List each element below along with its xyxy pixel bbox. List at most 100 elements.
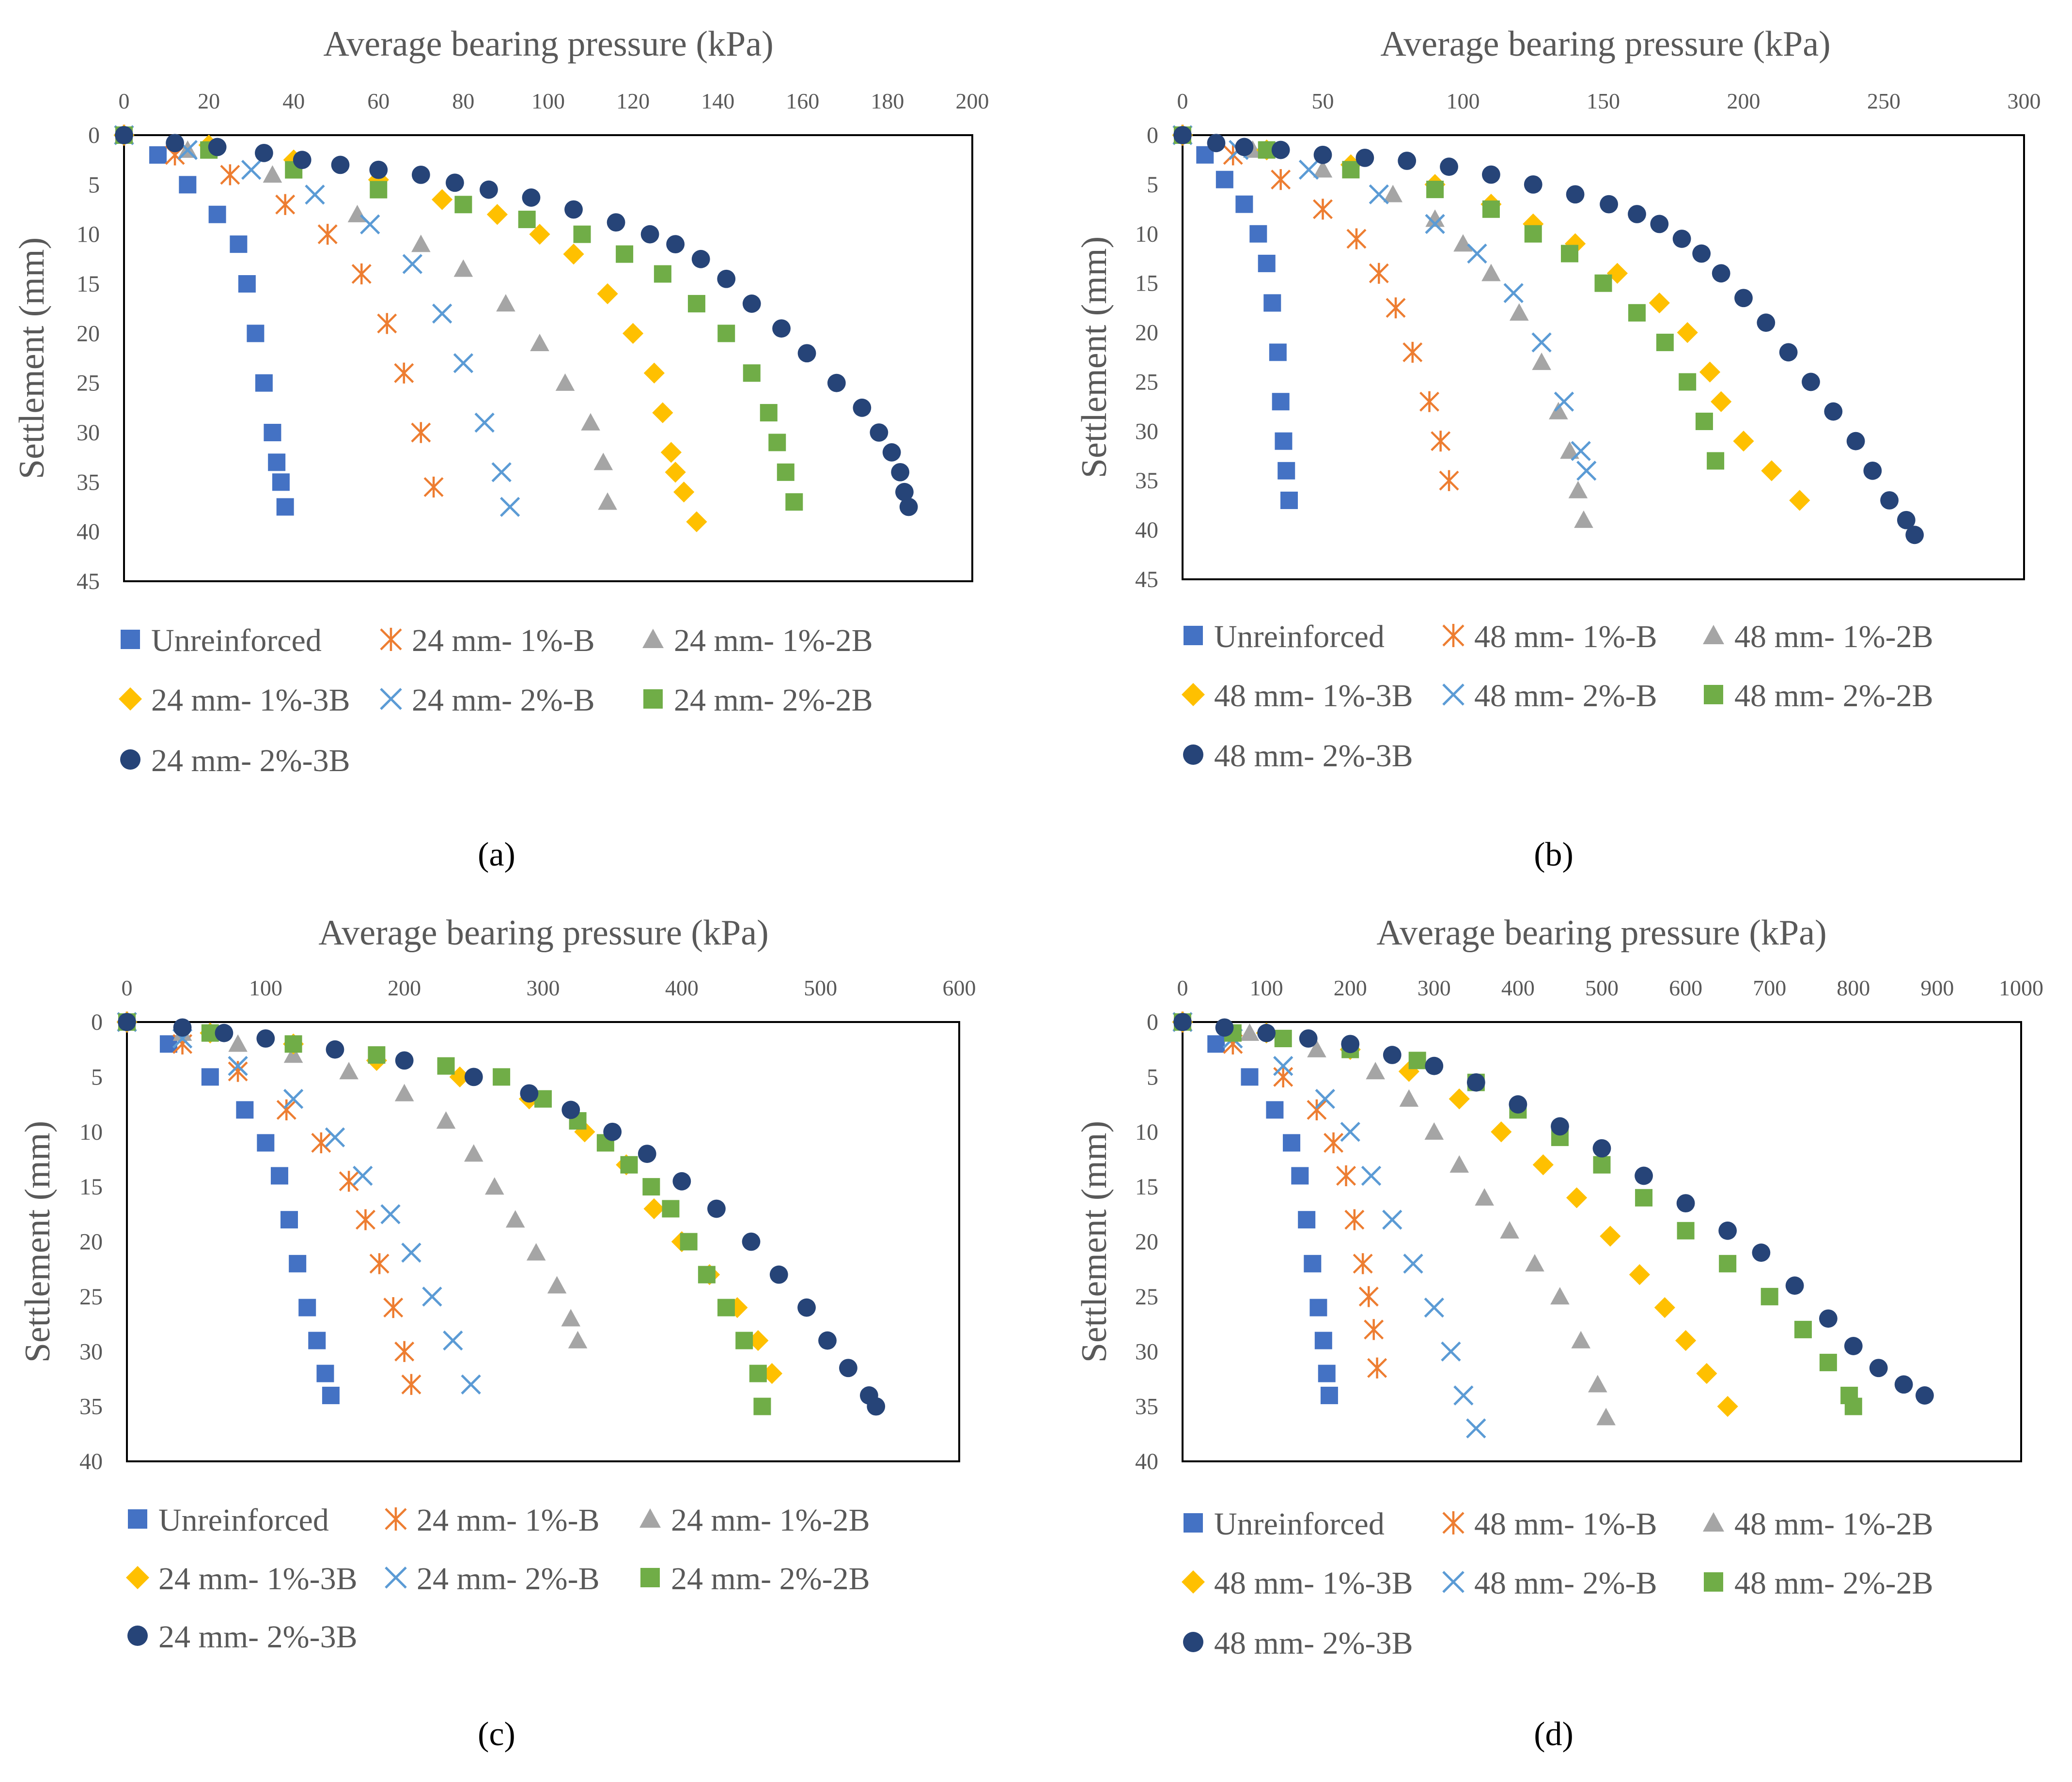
data-point [1258, 254, 1276, 272]
data-point [480, 180, 498, 199]
data-point [1819, 1309, 1838, 1328]
x-tick-label: 0 [119, 89, 130, 113]
data-point [672, 1172, 691, 1191]
data-point [486, 204, 508, 225]
legend-marker [1182, 1570, 1205, 1594]
chart-panel-3: Average bearing pressure (kPa)0 100 200 300… [18, 913, 976, 1753]
legend-label: Unreinforced [1214, 619, 1385, 654]
data-point [401, 1242, 421, 1263]
data-point [166, 134, 184, 153]
data-point [520, 1084, 539, 1103]
data-point [1711, 391, 1732, 412]
data-point [1524, 175, 1542, 194]
panel-label: (c) [478, 1716, 515, 1753]
data-point [411, 165, 430, 184]
data-point [1760, 1287, 1778, 1305]
data-point [743, 364, 761, 382]
data-point [1600, 195, 1618, 214]
legend-marker [1704, 1572, 1723, 1592]
y-tick-label: 20 [1135, 1229, 1158, 1255]
data-point [394, 362, 414, 384]
series-1 [1174, 126, 1298, 509]
data-point [322, 1386, 340, 1404]
data-point [1699, 361, 1721, 383]
data-point [623, 323, 644, 344]
data-point [1291, 1167, 1309, 1185]
data-point [1672, 230, 1691, 248]
x-tick-label: 500 [804, 976, 837, 1000]
data-point [228, 1056, 248, 1076]
data-point [1571, 1331, 1591, 1348]
data-point [1271, 140, 1290, 159]
plot-area [123, 134, 973, 582]
data-point [394, 1341, 415, 1362]
legend-marker [1442, 1511, 1464, 1534]
data-point [1235, 195, 1253, 213]
data-point [1482, 200, 1500, 218]
data-point [1215, 1018, 1234, 1037]
data-point [1318, 1364, 1336, 1382]
y-tick-label: 5 [88, 172, 100, 198]
data-point [643, 1198, 665, 1220]
data-point [691, 249, 710, 268]
legend-marker [1442, 1571, 1464, 1593]
data-point [1324, 1132, 1344, 1154]
legend-marker [127, 1626, 148, 1646]
data-point [1503, 283, 1524, 303]
data-point [1274, 1030, 1292, 1048]
data-point [1695, 412, 1713, 430]
data-point [593, 452, 613, 470]
legend-label: 24 mm- 1%-B [417, 1503, 600, 1538]
x-tick-label: 150 [1587, 89, 1620, 113]
data-point [1481, 263, 1501, 281]
x-tick-label: 0 [1177, 976, 1188, 1000]
data-point [1568, 480, 1588, 498]
series-2 [1172, 124, 1459, 491]
data-point [289, 1255, 307, 1272]
x-tick-label: 100 [531, 89, 565, 113]
x-tick-label: 50 [1312, 89, 1334, 113]
y-tick-label: 10 [79, 1119, 103, 1145]
data-point [283, 1089, 304, 1109]
data-point [867, 1397, 886, 1416]
data-point [402, 254, 423, 274]
data-point [1863, 461, 1882, 480]
y-tick-label: 40 [1135, 1449, 1158, 1474]
data-point [1277, 462, 1295, 480]
data-point [1313, 145, 1332, 164]
data-point [1650, 215, 1669, 233]
series-7 [1173, 126, 1924, 544]
data-point [1320, 1386, 1338, 1404]
plot-area [126, 1021, 960, 1462]
data-point [1869, 1359, 1888, 1378]
data-point [437, 1057, 455, 1075]
data-point [284, 1035, 302, 1053]
data-point [1403, 1254, 1423, 1274]
chart-panel-4: Average bearing pressure (kPa)0 100 200 300… [1075, 913, 2043, 1753]
x-tick-label: 160 [786, 89, 819, 113]
data-point [1313, 199, 1333, 220]
data-point [1779, 343, 1798, 362]
y-tick-label: 0 [91, 1009, 103, 1035]
data-point [1269, 343, 1287, 361]
data-point [529, 224, 550, 245]
x-tick-label: 60 [367, 89, 389, 113]
data-point [316, 1364, 334, 1382]
data-point [1207, 1035, 1225, 1053]
data-point [638, 1145, 656, 1163]
x-tick-label: 300 [2008, 89, 2041, 113]
data-point [1509, 1095, 1527, 1114]
legend-label: 24 mm- 2%-2B [674, 682, 873, 718]
data-point [1718, 1221, 1737, 1240]
legend-marker [385, 1566, 407, 1589]
data-point [717, 325, 735, 342]
data-point [717, 269, 736, 288]
data-point [311, 1132, 331, 1154]
data-point [768, 434, 786, 451]
data-point [1844, 1337, 1863, 1355]
data-point [201, 1068, 219, 1086]
data-point [368, 169, 389, 190]
x-tick-label: 800 [1837, 976, 1870, 1000]
series-6 [1174, 126, 1725, 470]
x-tick-label: 80 [452, 89, 474, 113]
